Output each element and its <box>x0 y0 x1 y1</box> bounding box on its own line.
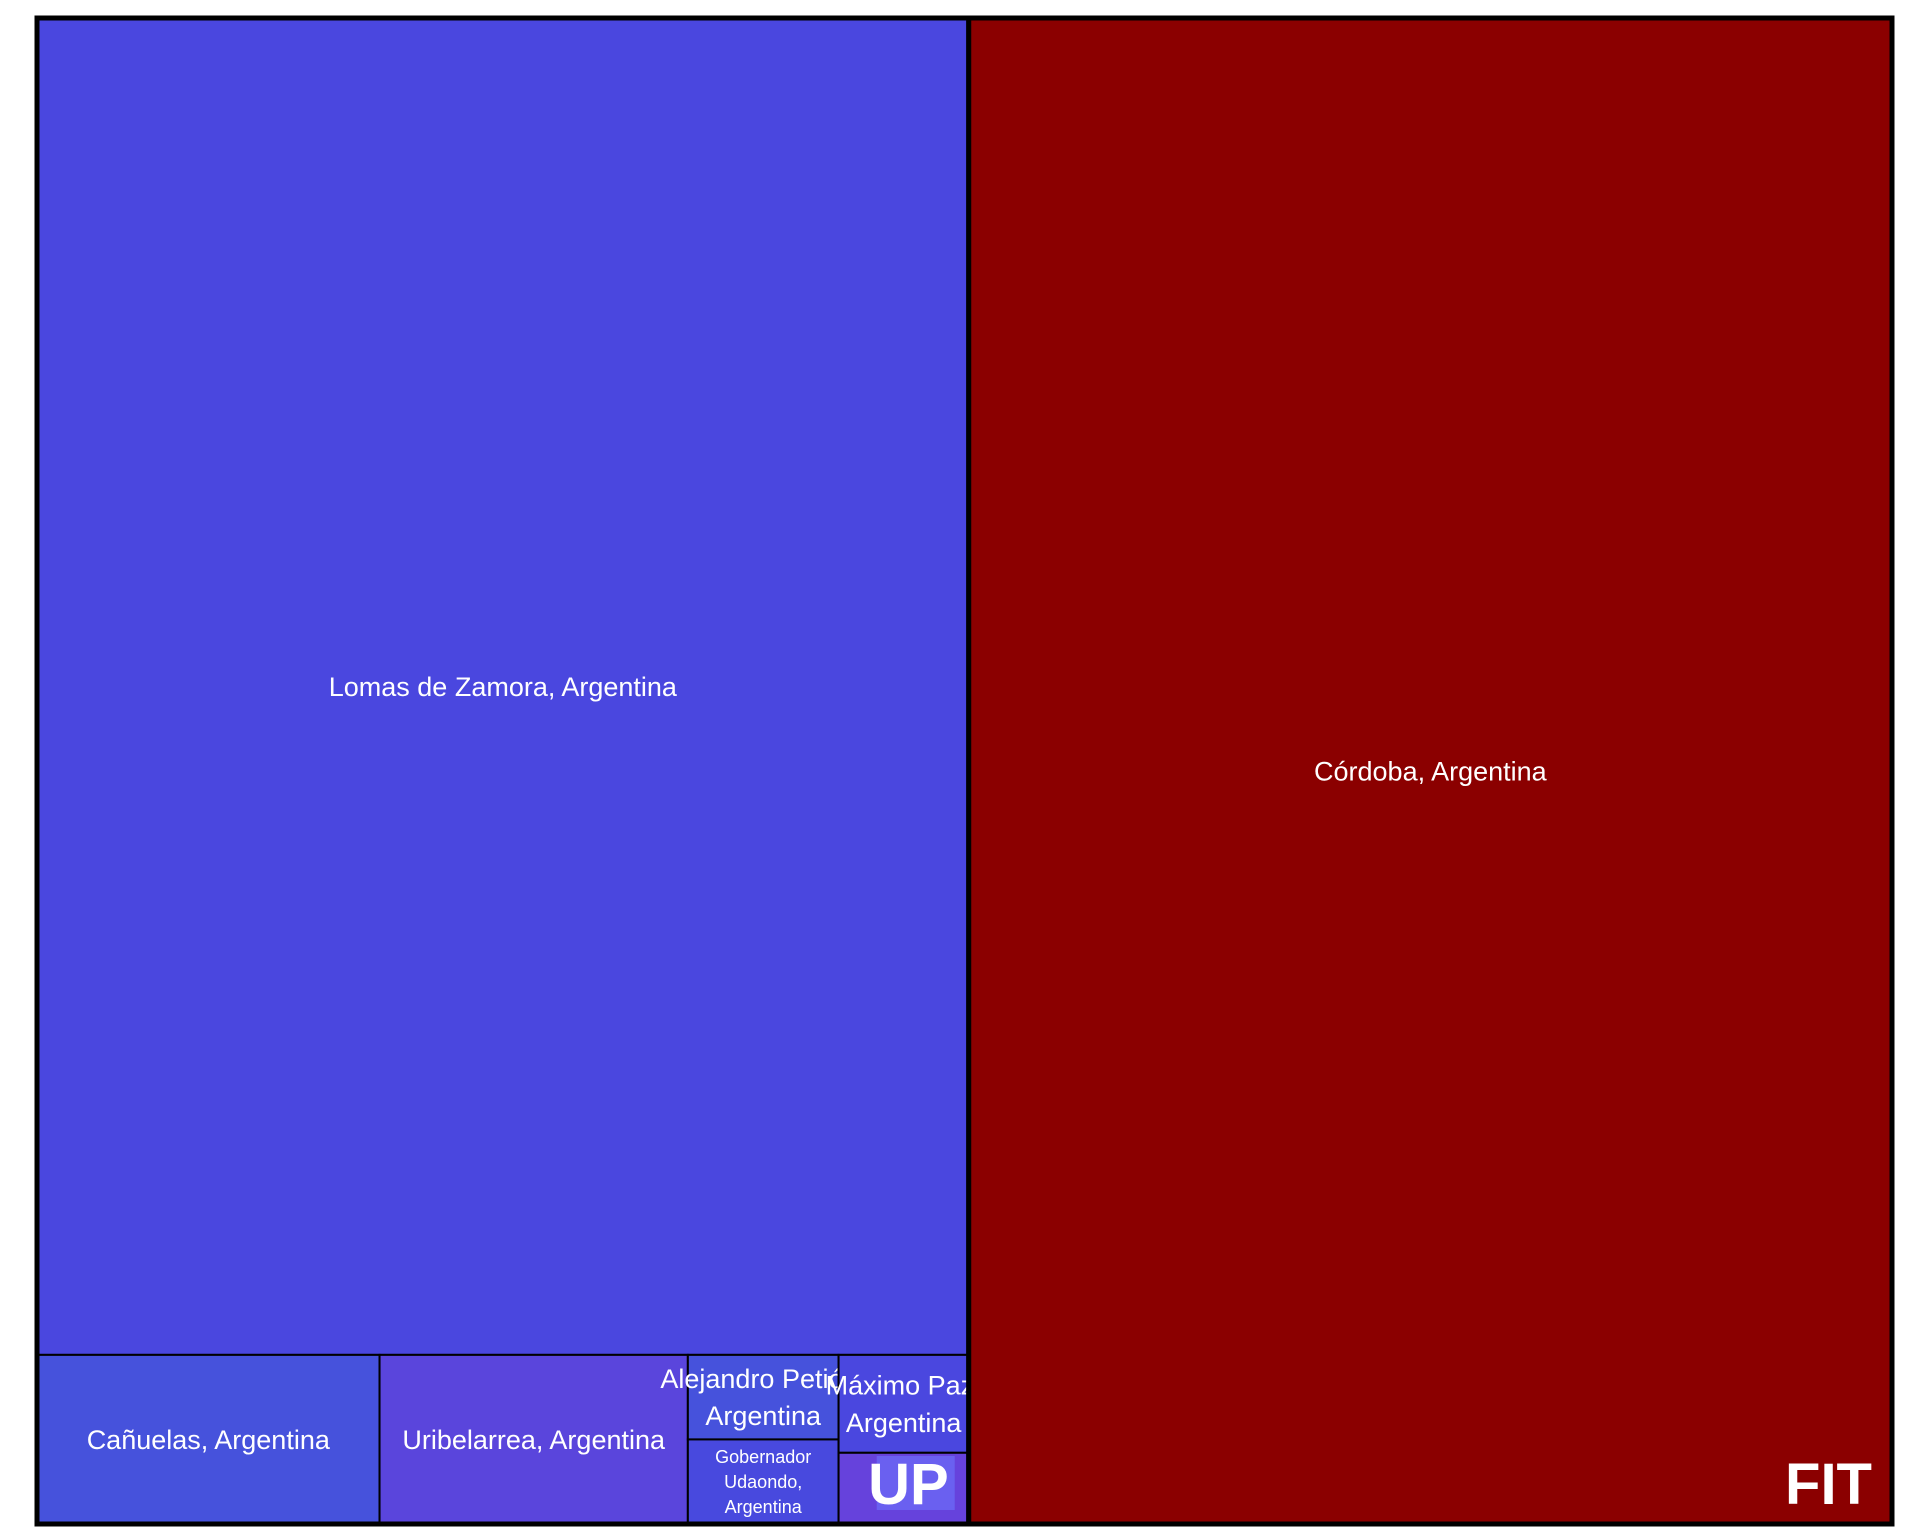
treemap-cell-canuelas-argentina <box>36 1353 381 1525</box>
cell-label-line: Argentina <box>725 1497 803 1517</box>
cell-label-uribelarrea-argentina: Uribelarrea, Argentina <box>402 1425 666 1455</box>
treemap-group-labels: UP FIT <box>868 1452 1872 1517</box>
cell-label-line: Cañuelas, Argentina <box>87 1425 331 1455</box>
cell-label-gobernador-udaondo-argentina: Gobernador Udaondo, Argentina <box>715 1447 811 1517</box>
treemap-cell-maximo-paz-argentina <box>837 1353 970 1454</box>
cell-label-line: Lomas de Zamora, Argentina <box>329 672 678 702</box>
cell-label-maximo-paz-argentina: Máximo Paz, Argentina <box>826 1371 982 1438</box>
cell-label-line: Argentina <box>846 1408 963 1438</box>
cell-label-line: Córdoba, Argentina <box>1314 756 1548 786</box>
cell-label-canuelas-argentina: Cañuelas, Argentina <box>87 1425 331 1455</box>
treemap-frame <box>34 15 1895 1527</box>
cell-label-line: Argentina <box>705 1401 822 1431</box>
cell-label-line: Alejandro Petión, <box>660 1364 866 1394</box>
group-label-up: UP <box>868 1452 949 1517</box>
treemap-cells: Lomas de Zamora, Argentina Cañuelas, Arge… <box>34 15 1895 1527</box>
treemap-cell-uribelarrea-argentina <box>378 1353 689 1525</box>
cell-label-line: Gobernador <box>715 1447 811 1467</box>
group-label-fit: FIT <box>1785 1452 1872 1517</box>
cell-label-line: Máximo Paz, <box>826 1371 982 1401</box>
cell-label-cordoba-argentina: Córdoba, Argentina <box>1314 756 1548 786</box>
cell-label-line: Uribelarrea, Argentina <box>402 1425 666 1455</box>
cell-label-line: Udaondo, <box>724 1472 802 1492</box>
group-label-background-up <box>876 1456 955 1510</box>
treemap-cell-gobernador-udaondo-argentina <box>686 1438 840 1525</box>
cell-label-lomas-de-zamora-argentina: Lomas de Zamora, Argentina <box>329 672 678 702</box>
treemap-cell-lomas-de-zamora-argentina <box>36 17 970 1356</box>
cell-label-alejandro-petion-argentina: Alejandro Petión, Argentina <box>660 1364 866 1431</box>
treemap-cell-cordoba-argentina <box>967 17 1893 1525</box>
